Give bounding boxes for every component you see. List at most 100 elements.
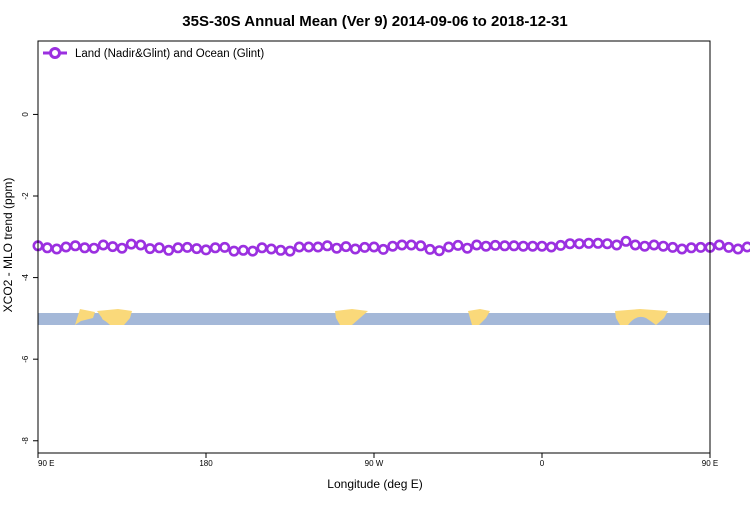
x-tick-label: 90 W bbox=[365, 459, 384, 468]
data-point bbox=[471, 239, 483, 251]
data-point bbox=[349, 243, 361, 255]
data-point bbox=[657, 240, 669, 252]
data-point bbox=[443, 241, 455, 253]
data-point bbox=[331, 242, 343, 254]
data-point bbox=[107, 241, 119, 253]
data-point bbox=[583, 237, 595, 249]
data-point bbox=[611, 239, 623, 251]
data-point bbox=[340, 241, 352, 253]
data-point bbox=[60, 241, 72, 253]
data-point bbox=[144, 243, 156, 255]
legend: Land (Nadir&Glint) and Ocean (Glint) bbox=[43, 47, 264, 60]
data-point bbox=[676, 243, 688, 255]
data-point bbox=[489, 239, 501, 251]
x-axis-label: Longitude (deg E) bbox=[327, 477, 422, 491]
data-point bbox=[181, 241, 193, 253]
data-point bbox=[303, 241, 315, 253]
x-tick-label: 0 bbox=[540, 459, 545, 468]
data-point bbox=[293, 241, 305, 253]
data-point bbox=[135, 239, 147, 251]
data-point bbox=[452, 239, 464, 251]
data-point bbox=[396, 239, 408, 251]
data-point bbox=[433, 245, 445, 257]
data-point bbox=[387, 240, 399, 252]
data-point bbox=[601, 238, 613, 250]
data-point bbox=[713, 239, 725, 251]
data-point bbox=[741, 241, 750, 253]
data-point bbox=[573, 238, 585, 250]
data-point bbox=[51, 243, 63, 255]
data-point bbox=[648, 239, 660, 251]
data-point bbox=[527, 240, 539, 252]
data-point bbox=[592, 237, 604, 249]
data-point bbox=[368, 241, 380, 253]
land-shape bbox=[75, 309, 95, 325]
y-axis: 0 -2 -4 -6 -8 bbox=[21, 112, 38, 445]
world-map-strip bbox=[38, 309, 710, 325]
data-point bbox=[191, 243, 203, 255]
data-point bbox=[153, 242, 165, 254]
x-tick-label: 90 E bbox=[702, 459, 718, 468]
y-tick-label: -2 bbox=[21, 192, 30, 200]
x-tick-label: 180 bbox=[199, 459, 213, 468]
data-point bbox=[69, 240, 81, 252]
data-point bbox=[545, 241, 557, 253]
data-point bbox=[284, 245, 296, 257]
data-point bbox=[88, 242, 100, 254]
data-point bbox=[256, 242, 268, 254]
data-point bbox=[685, 242, 697, 254]
data-point bbox=[247, 245, 259, 257]
ocean-inlet bbox=[628, 316, 656, 325]
data-point bbox=[228, 245, 240, 257]
data-point bbox=[116, 242, 128, 254]
data-point bbox=[275, 244, 287, 256]
x-tick-label: 90 E bbox=[38, 459, 54, 468]
land-shape bbox=[335, 309, 368, 325]
data-point bbox=[695, 241, 707, 253]
data-point bbox=[564, 238, 576, 250]
data-point bbox=[79, 242, 91, 254]
data-point bbox=[639, 240, 651, 252]
legend-entry-label: Land (Nadir&Glint) and Ocean (Glint) bbox=[75, 48, 264, 60]
data-point bbox=[209, 242, 221, 254]
data-point bbox=[200, 244, 212, 256]
y-tick-label: -4 bbox=[21, 273, 30, 281]
data-point bbox=[125, 238, 137, 250]
land-shape bbox=[468, 309, 490, 325]
series-layer bbox=[32, 235, 750, 257]
data-point bbox=[517, 240, 529, 252]
data-point bbox=[237, 244, 249, 256]
data-point bbox=[629, 239, 641, 251]
data-point bbox=[312, 241, 324, 253]
data-point bbox=[321, 240, 333, 252]
y-axis-label: XCO2 - MLO trend (ppm) bbox=[1, 178, 15, 313]
data-point bbox=[415, 240, 427, 252]
y-tick-label: -6 bbox=[21, 355, 30, 363]
data-point bbox=[172, 242, 184, 254]
legend-marker bbox=[49, 47, 61, 59]
data-point bbox=[620, 235, 632, 247]
y-tick-label: -8 bbox=[21, 437, 30, 445]
data-point bbox=[480, 240, 492, 252]
data-point bbox=[97, 239, 109, 251]
data-point bbox=[732, 243, 744, 255]
data-point bbox=[359, 241, 371, 253]
data-point bbox=[405, 239, 417, 251]
data-point bbox=[265, 243, 277, 255]
data-point bbox=[163, 244, 175, 256]
data-point bbox=[508, 240, 520, 252]
data-point bbox=[667, 241, 679, 253]
land-shape bbox=[97, 309, 132, 325]
data-point bbox=[424, 243, 436, 255]
x-axis: 90 E 180 90 W 0 90 E bbox=[37, 453, 718, 468]
data-point bbox=[499, 240, 511, 252]
data-point bbox=[41, 242, 53, 254]
ocean-band bbox=[38, 313, 710, 325]
y-tick-label: 0 bbox=[21, 112, 30, 117]
data-point bbox=[555, 239, 567, 251]
ocean-inlet bbox=[86, 317, 110, 325]
data-point bbox=[219, 241, 231, 253]
data-point bbox=[536, 240, 548, 252]
